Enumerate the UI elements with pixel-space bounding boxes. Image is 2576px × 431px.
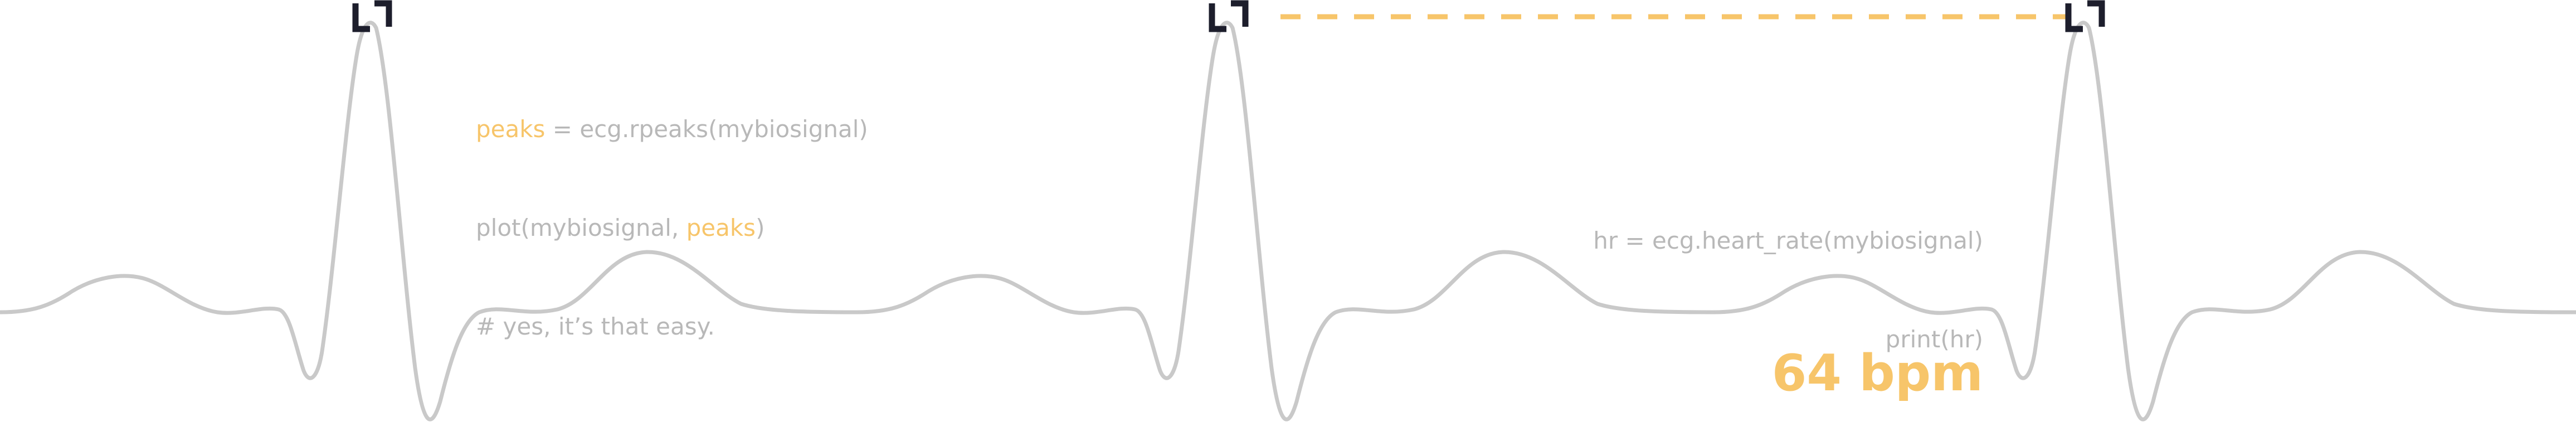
- heart-rate-value: 64 bpm: [1771, 344, 1983, 403]
- heart-rate-code-snippet: hr = ecg.heart_rate(mybiosignal) print(h…: [1593, 158, 1983, 389]
- code-text: ): [756, 214, 765, 241]
- code-keyword-peaks: peaks: [476, 115, 546, 143]
- code-line-heart-rate: hr = ecg.heart_rate(mybiosignal): [1593, 227, 1983, 254]
- code-text: plot(mybiosignal,: [476, 214, 686, 241]
- code-comment: # yes, it’s that easy.: [476, 313, 715, 340]
- code-line-plot: plot(mybiosignal, peaks): [476, 211, 868, 244]
- peak-markers: [352, 0, 2105, 32]
- corner-bracket-icon: [352, 0, 392, 32]
- code-text: = ecg.rpeaks(mybiosignal): [545, 115, 868, 143]
- corner-bracket-icon: [2065, 0, 2105, 32]
- code-line-print: print(hr): [1885, 326, 1983, 353]
- code-keyword-peaks: peaks: [686, 214, 756, 241]
- corner-bracket-icon: [1209, 0, 1249, 32]
- rpeaks-code-snippet: peaks = ecg.rpeaks(mybiosignal) plot(myb…: [476, 47, 868, 376]
- ecg-signal-line: [0, 21, 2576, 422]
- code-line-rpeaks: peaks = ecg.rpeaks(mybiosignal): [476, 113, 868, 146]
